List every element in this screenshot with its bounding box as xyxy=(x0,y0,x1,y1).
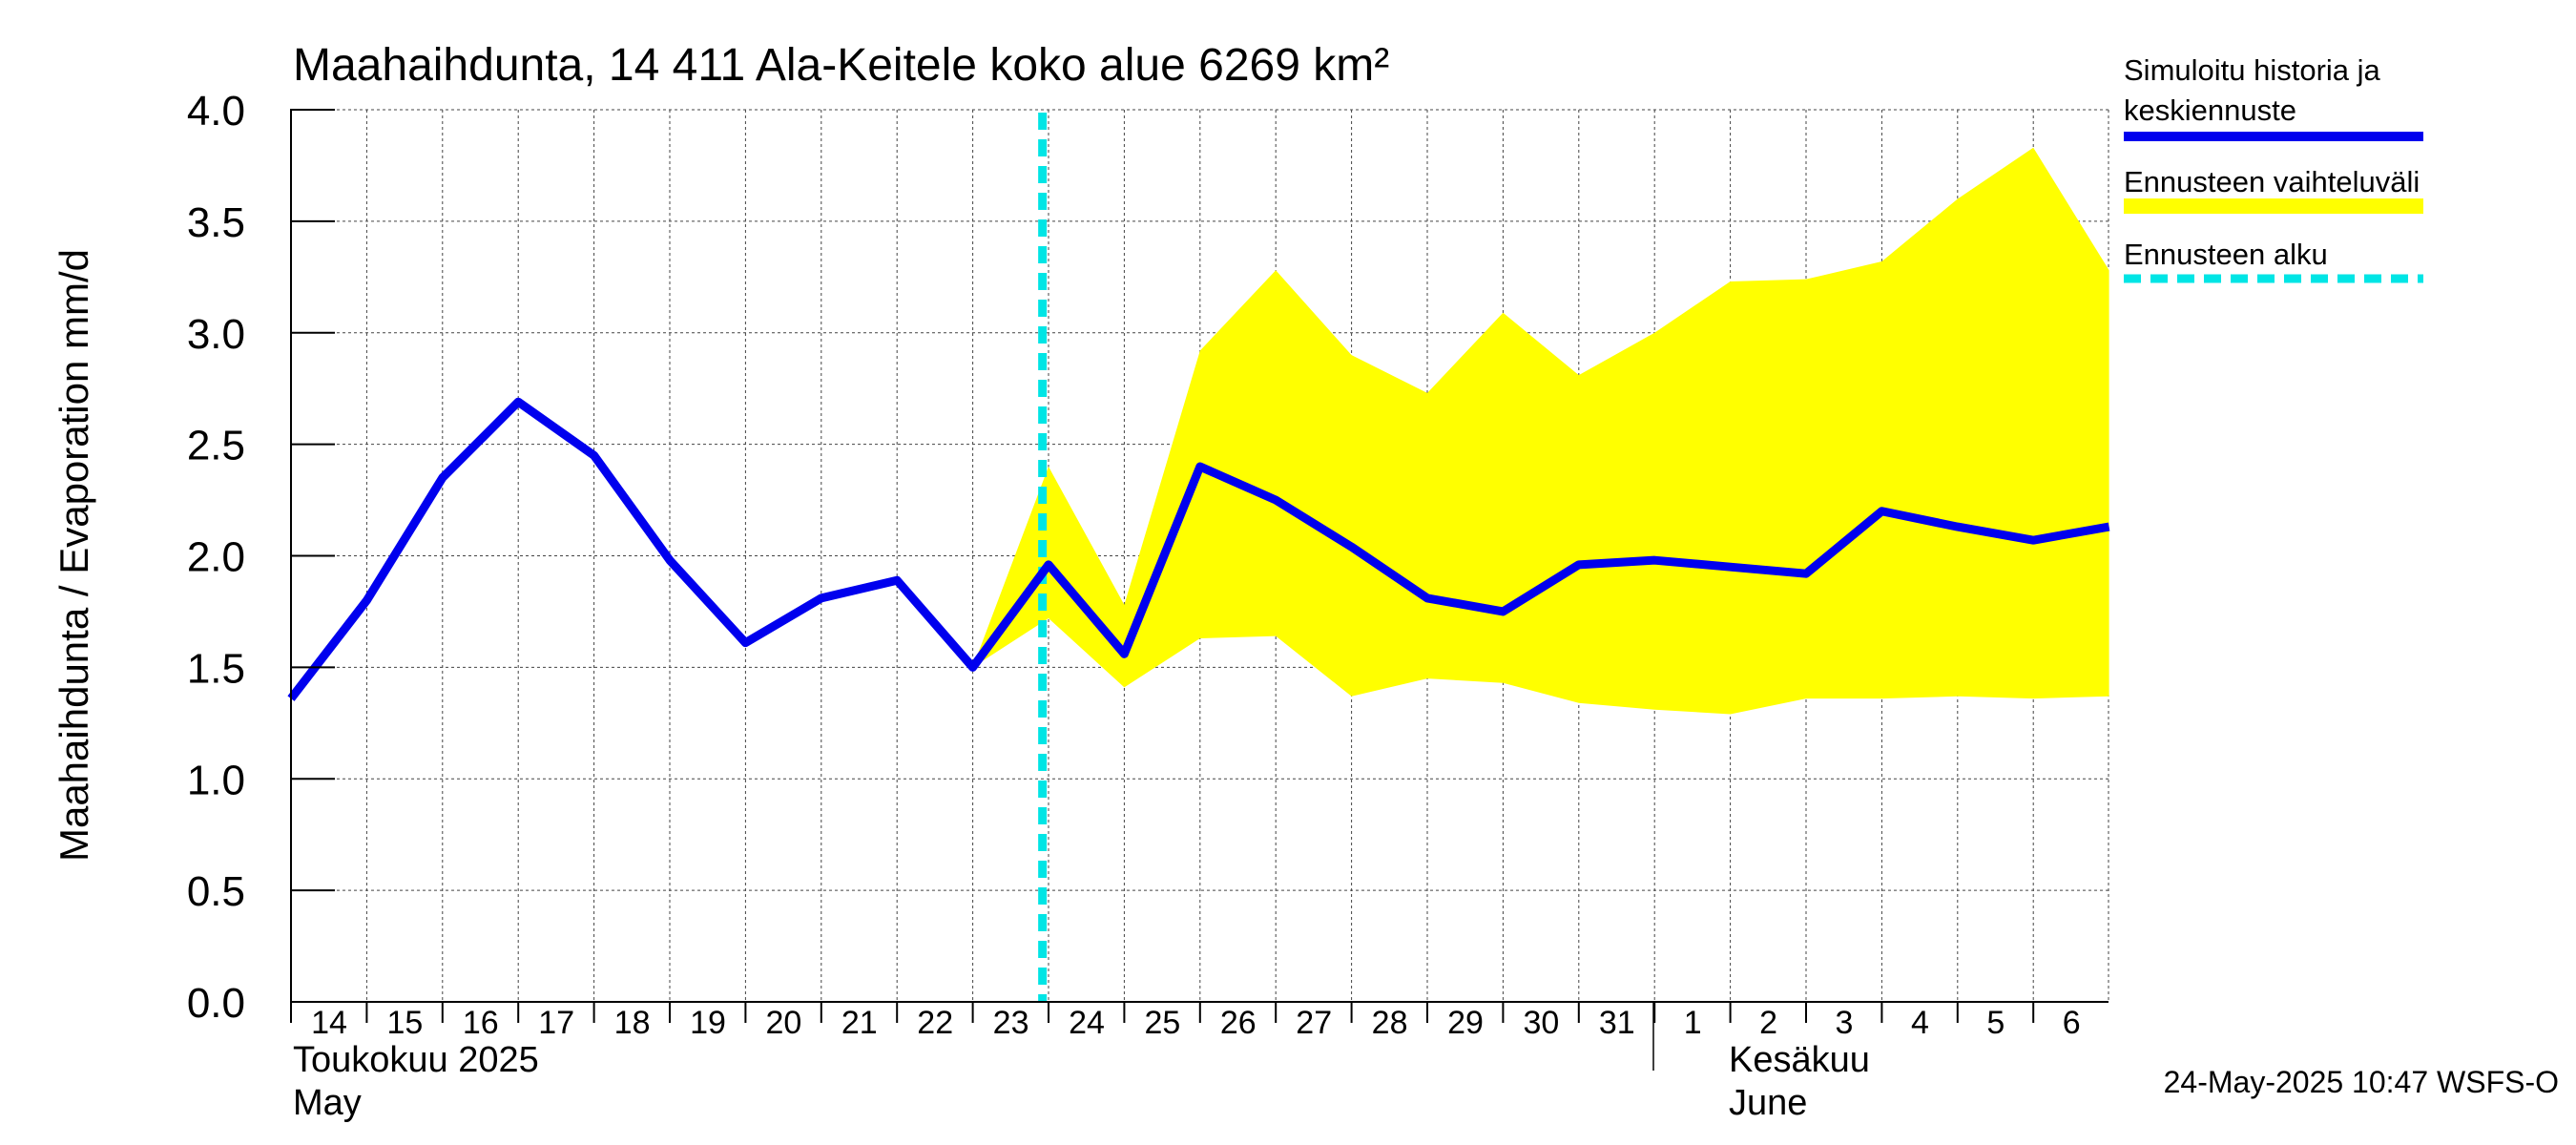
month-label-june-en: June xyxy=(1729,1083,1807,1123)
x-tick-label: 17 xyxy=(538,1005,574,1041)
x-tick-label: 24 xyxy=(1069,1005,1105,1041)
series-layer xyxy=(287,397,2110,701)
x-tick-label: 2 xyxy=(1759,1005,1777,1041)
y-tick-label: 0.0 xyxy=(187,980,245,1027)
x-tick-label: 16 xyxy=(463,1005,499,1041)
x-tick-label: 22 xyxy=(917,1005,953,1041)
x-axis-ticks: 14 15 16 17 18 19 20 21 22 23 24 25 26 27 28 29 30 31 1 2 3 4… xyxy=(290,1002,2081,1041)
x-tick-label: 3 xyxy=(1836,1005,1854,1041)
month-label-may-en: May xyxy=(293,1083,362,1123)
x-tick-label: 15 xyxy=(386,1005,423,1041)
legend-label-series-line2: keskiennuste xyxy=(2124,94,2296,127)
y-tick-label: 4.0 xyxy=(187,88,245,135)
x-tick-label: 20 xyxy=(765,1005,801,1041)
y-tick-label: 2.5 xyxy=(187,423,245,469)
x-tick-label: 4 xyxy=(1911,1005,1929,1041)
x-tick-label: 25 xyxy=(1144,1005,1180,1041)
y-tick-label: 1.5 xyxy=(187,645,245,692)
x-tick-label: 18 xyxy=(614,1005,651,1041)
y-tick-label: 3.0 xyxy=(187,311,245,358)
x-tick-label: 23 xyxy=(993,1005,1029,1041)
x-tick-label: 27 xyxy=(1296,1005,1332,1041)
x-tick-label: 29 xyxy=(1447,1005,1484,1041)
y-axis-ticks: 0.0 0.5 1.0 1.5 2.0 2.5 3.0 3.5 4.0 xyxy=(187,88,335,1027)
footer-timestamp: 24-May-2025 10:47 WSFS-O xyxy=(2164,1065,2559,1099)
month-label-june-fi: Kesäkuu xyxy=(1729,1040,1870,1080)
month-label-may-fi: Toukokuu 2025 xyxy=(293,1040,539,1080)
y-tick-label: 0.5 xyxy=(187,868,245,915)
x-tick-label: 19 xyxy=(690,1005,726,1041)
x-tick-label: 26 xyxy=(1220,1005,1257,1041)
x-tick-label: 1 xyxy=(1684,1005,1702,1041)
chart-title: Maahaihdunta, 14 411 Ala-Keitele koko al… xyxy=(293,40,1389,91)
x-tick-label: 21 xyxy=(841,1005,878,1041)
x-tick-label: 28 xyxy=(1372,1005,1408,1041)
legend-label-band: Ennusteen vaihteluväli xyxy=(2124,165,2420,198)
x-tick-label: 6 xyxy=(2063,1005,2081,1041)
y-tick-label: 2.0 xyxy=(187,534,245,581)
x-tick-label: 14 xyxy=(311,1005,347,1041)
y-tick-label: 1.0 xyxy=(187,757,245,803)
legend-label-forecast-start: Ennusteen alku xyxy=(2124,238,2328,271)
legend-label-series-line1: Simuloitu historia ja xyxy=(2124,53,2381,87)
x-tick-label: 31 xyxy=(1599,1005,1635,1041)
forecast-range-band xyxy=(972,147,2109,715)
y-axis-label: Maahaihdunta / Evaporation mm/d xyxy=(52,249,96,862)
legend: Simuloitu historia ja keskiennuste Ennus… xyxy=(2124,53,2423,283)
x-tick-label: 30 xyxy=(1523,1005,1559,1041)
x-tick-label: 5 xyxy=(1986,1005,2005,1041)
forecast-range-layer xyxy=(972,147,2109,715)
y-tick-label: 3.5 xyxy=(187,199,245,246)
